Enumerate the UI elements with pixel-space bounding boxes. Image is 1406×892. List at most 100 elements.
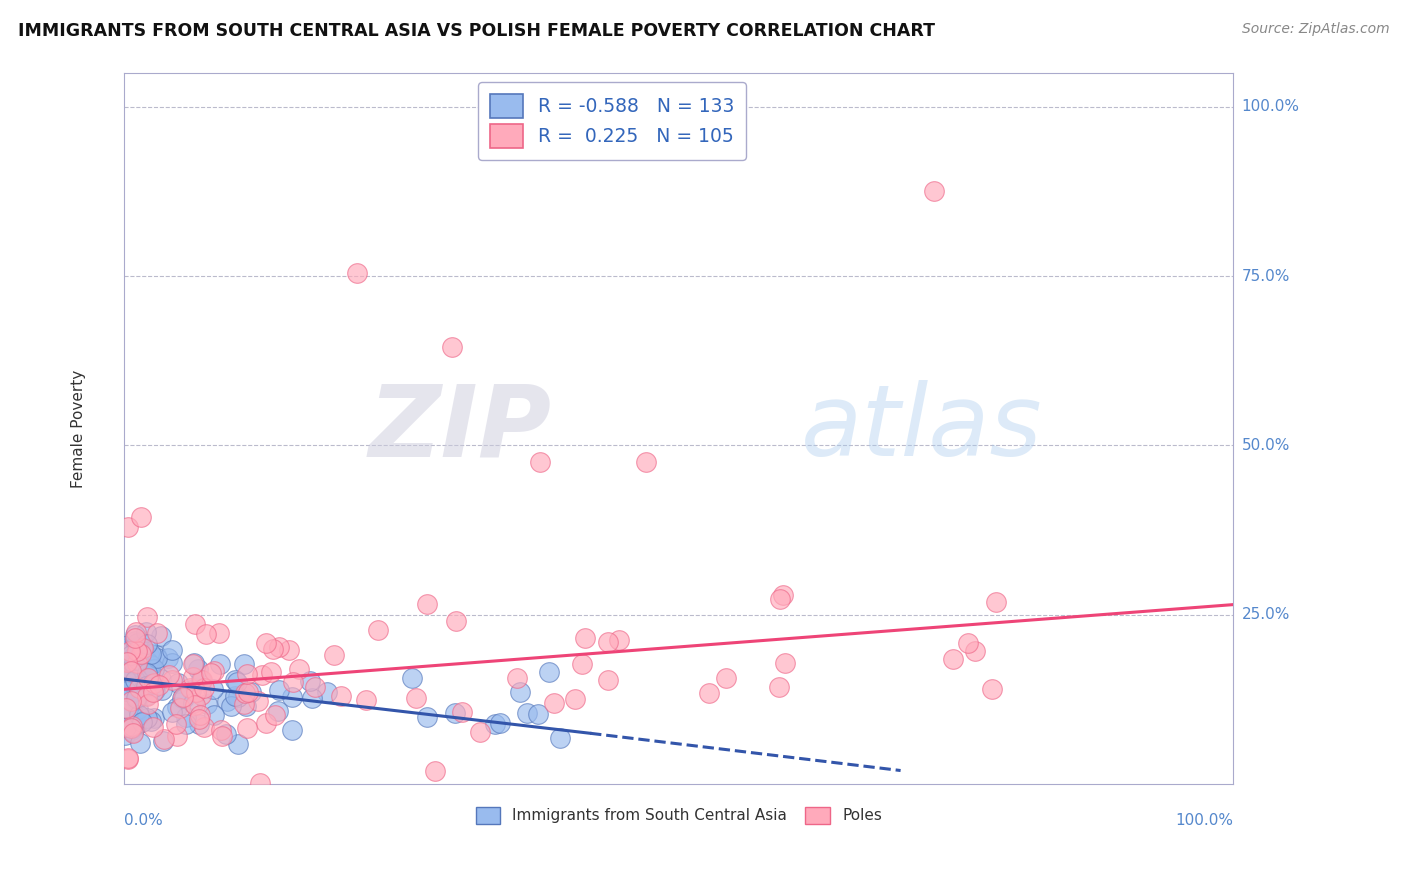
Point [141,714,163,729]
Point [537,665,560,680]
Point [714,672,737,686]
Point [263,707,285,722]
Point [304,680,326,694]
Point [135,624,157,639]
Point [195,697,218,711]
Point [150,682,173,697]
Point [124,628,146,642]
Point [120,651,142,665]
Point [208,657,231,671]
Point [173,690,195,705]
Point [315,685,337,699]
Point [122,677,145,691]
Point [146,625,169,640]
Point [122,657,145,671]
Point [176,710,198,724]
Point [135,665,157,680]
Point [194,626,217,640]
Point [232,657,254,671]
Point [280,690,302,704]
Point [239,685,262,699]
Point [484,716,506,731]
Point [280,723,302,738]
Point [120,693,142,707]
Point [146,650,169,665]
Point [981,682,1004,697]
Point [416,597,439,611]
Text: 75.0%: 75.0% [1241,268,1289,284]
Point [114,728,136,742]
Point [125,624,148,639]
Point [128,673,150,688]
Point [127,679,149,693]
Point [125,719,148,733]
Point [202,708,225,723]
Point [121,657,143,671]
Point [574,632,596,646]
Point [957,636,980,650]
Point [596,635,619,649]
Point [141,677,163,691]
Point [118,665,141,679]
Point [269,683,291,698]
Point [122,648,145,663]
Point [235,686,257,700]
Point [114,671,136,685]
Point [118,688,141,702]
Point [529,455,551,469]
Point [129,652,152,666]
Point [143,682,166,697]
Point [564,691,586,706]
Point [281,675,304,690]
Point [193,720,215,734]
Point [138,649,160,664]
Point [172,691,194,706]
Point [211,729,233,743]
Point [543,697,565,711]
Point [246,694,269,708]
Point [181,696,204,710]
Point [405,691,427,706]
Point [125,693,148,707]
Point [415,709,437,723]
Point [114,639,136,653]
Point [468,724,491,739]
Point [526,706,548,721]
Point [162,705,184,719]
Text: 100.0%: 100.0% [1241,99,1299,114]
Point [153,732,176,747]
Point [598,673,620,688]
Point [232,697,254,711]
Point [769,592,792,607]
Point [489,716,512,731]
Point [181,670,204,684]
Point [142,678,165,692]
Point [127,680,149,694]
Point [191,673,214,687]
Point [122,725,145,739]
Point [188,717,211,731]
Point [188,708,211,723]
Point [187,662,209,676]
Point [128,707,150,722]
Point [184,698,207,712]
Point [112,681,135,696]
Point [129,509,152,524]
Point [156,650,179,665]
Point [162,673,184,687]
Point [121,685,143,699]
Point [125,688,148,702]
Point [124,633,146,648]
Point [356,693,378,707]
Point [183,656,205,670]
Point [224,673,246,687]
Point [117,702,139,716]
Text: 0.0%: 0.0% [124,813,163,828]
Point [942,651,965,665]
Point [181,657,204,672]
Point [249,776,271,790]
Point [322,648,344,662]
Point [190,673,212,688]
Point [114,701,136,715]
Point [143,680,166,694]
